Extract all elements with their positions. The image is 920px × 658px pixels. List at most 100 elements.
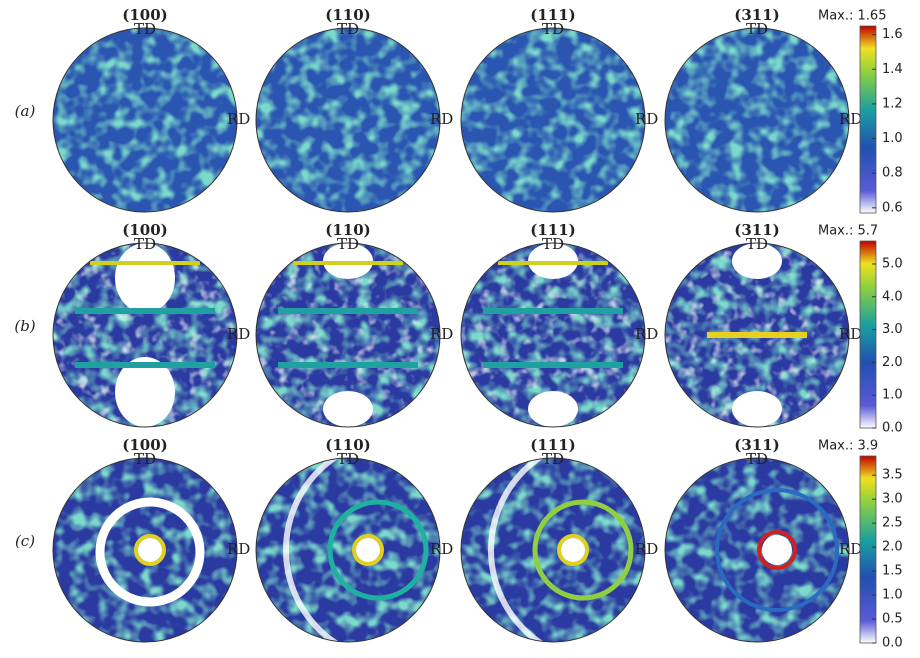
pf-outline: [255, 27, 441, 213]
rd-label: RD: [635, 110, 658, 128]
colorbar-tick-label: 0.0: [882, 636, 903, 651]
panel-title: (311): [734, 221, 780, 239]
pf-line: [483, 362, 623, 368]
colorbar: [859, 455, 877, 644]
pf-hole: [561, 538, 585, 562]
pf-hole: [762, 535, 792, 565]
rd-label: RD: [430, 540, 453, 558]
panel-title: (110): [325, 436, 371, 454]
colorbar-max: Max.: 1.65: [818, 9, 886, 24]
pf-outline: [460, 457, 646, 643]
pf-outline: [664, 242, 850, 428]
td-label: TD: [542, 20, 564, 38]
pf-line: [498, 261, 608, 265]
colorbar: [859, 25, 877, 214]
pf-ring: [327, 499, 429, 601]
pf-line: [75, 362, 215, 368]
colorbar-tick-label: 1.2: [882, 96, 903, 111]
pole-figure: [461, 28, 645, 212]
td-label: TD: [542, 450, 564, 468]
pf-outline: [460, 242, 646, 428]
pf-outline: [52, 242, 238, 428]
pf-ring: [95, 497, 205, 607]
pf-ring: [532, 499, 634, 601]
colorbar-tick-label: 2.5: [882, 516, 903, 531]
panel-title: (111): [530, 6, 576, 24]
colorbar-tick-label: 0.6: [882, 200, 903, 215]
pf-ring: [283, 458, 440, 642]
pf-line: [293, 261, 403, 265]
td-label: TD: [746, 450, 768, 468]
pole-figure: [665, 243, 849, 427]
colorbar-tick-label: 3.0: [882, 492, 903, 507]
panel-title: (100): [122, 6, 168, 24]
panel-title: (311): [734, 6, 780, 24]
colorbar-tick-label: 0.5: [882, 612, 903, 627]
pf-band: [732, 243, 782, 279]
pf-outline: [52, 27, 238, 213]
pf-hole: [356, 538, 380, 562]
colorbar-tick-label: 1.6: [882, 27, 903, 42]
colorbar-tick-label: 5.0: [882, 256, 903, 271]
pf-outline: [664, 27, 850, 213]
pf-ring: [757, 530, 797, 570]
colorbar-tick-label: 3.5: [882, 468, 903, 483]
rd-label: RD: [430, 325, 453, 343]
panel-title: (100): [122, 436, 168, 454]
pole-figure: [256, 458, 440, 642]
pf-ring: [715, 488, 839, 612]
panel-title: (311): [734, 436, 780, 454]
pf-ring: [488, 458, 645, 642]
colorbar: [859, 240, 877, 429]
pf-ring: [557, 534, 589, 566]
pf-line: [90, 261, 200, 265]
rd-label: RD: [227, 540, 250, 558]
panel-title: (111): [530, 221, 576, 239]
td-label: TD: [134, 235, 156, 253]
pf-ring: [134, 534, 166, 566]
td-label: TD: [337, 20, 359, 38]
pf-line: [75, 308, 215, 314]
panel-title: (110): [325, 221, 371, 239]
colorbar-tick-label: 1.0: [882, 388, 903, 403]
rd-label: RD: [839, 110, 862, 128]
td-label: TD: [134, 450, 156, 468]
panel-title: (110): [325, 6, 371, 24]
td-label: TD: [337, 235, 359, 253]
td-label: TD: [746, 20, 768, 38]
colorbar-tick-label: 1.0: [882, 131, 903, 146]
row-label: (c): [15, 532, 35, 550]
pf-line: [278, 362, 418, 368]
pole-figure: [256, 28, 440, 212]
pole-figure: [665, 28, 849, 212]
pf-line: [278, 308, 418, 314]
pole-figure: [461, 243, 645, 427]
pf-band: [732, 391, 782, 427]
colorbar-tick-label: 0.8: [882, 166, 903, 181]
pf-texture: [256, 28, 440, 212]
colorbar-tick-label: 1.4: [882, 62, 903, 77]
pole-figure: [53, 458, 237, 642]
colorbar-tick-label: 2.0: [882, 355, 903, 370]
pf-outline: [52, 457, 238, 643]
pf-ring: [352, 534, 384, 566]
colorbar-tick-label: 4.0: [882, 289, 903, 304]
rd-label: RD: [227, 325, 250, 343]
td-label: TD: [746, 235, 768, 253]
pf-outline: [255, 242, 441, 428]
rd-label: RD: [635, 325, 658, 343]
rd-label: RD: [839, 325, 862, 343]
colorbar-tick-label: 2.0: [882, 540, 903, 555]
pf-line: [707, 332, 807, 338]
row-label: (a): [15, 102, 36, 120]
td-label: TD: [337, 450, 359, 468]
pf-texture: [53, 28, 237, 212]
colorbar-max: Max.: 5.7: [818, 224, 878, 239]
colorbar-tick-label: 1.0: [882, 588, 903, 603]
rd-label: RD: [227, 110, 250, 128]
rd-label: RD: [839, 540, 862, 558]
pf-hole: [138, 538, 162, 562]
pf-line: [483, 308, 623, 314]
rd-label: RD: [635, 540, 658, 558]
colorbar-max: Max.: 3.9: [818, 439, 878, 454]
